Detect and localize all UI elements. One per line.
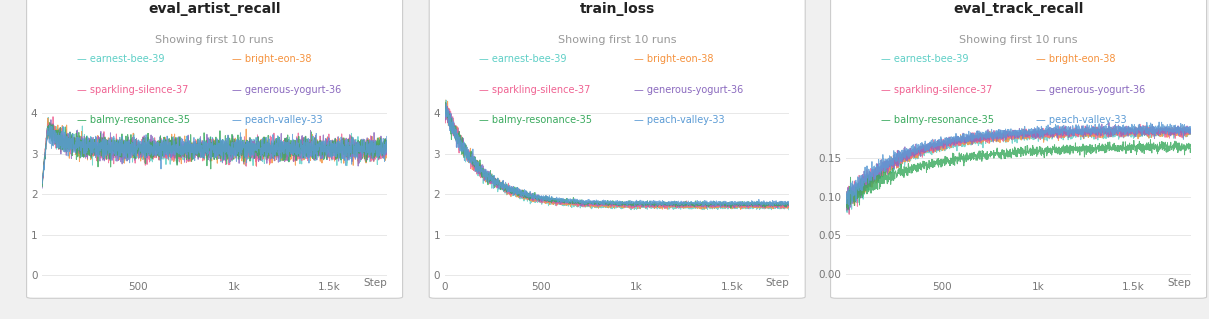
Text: — balmy-resonance-35: — balmy-resonance-35 — [77, 115, 190, 125]
Text: — bright-eon-38: — bright-eon-38 — [232, 54, 312, 64]
Text: — balmy-resonance-35: — balmy-resonance-35 — [479, 115, 592, 125]
Text: — bright-eon-38: — bright-eon-38 — [635, 54, 715, 64]
Text: eval_track_recall: eval_track_recall — [954, 2, 1083, 16]
Text: — earnest-bee-39: — earnest-bee-39 — [880, 54, 968, 64]
Text: Showing first 10 runs: Showing first 10 runs — [557, 35, 677, 45]
Text: Step: Step — [363, 278, 387, 287]
Text: Showing first 10 runs: Showing first 10 runs — [155, 35, 274, 45]
Text: — generous-yogurt-36: — generous-yogurt-36 — [635, 85, 744, 94]
Text: eval_artist_recall: eval_artist_recall — [149, 2, 280, 16]
Text: — earnest-bee-39: — earnest-bee-39 — [479, 54, 567, 64]
Text: — peach-valley-33: — peach-valley-33 — [1036, 115, 1127, 125]
Text: — balmy-resonance-35: — balmy-resonance-35 — [880, 115, 994, 125]
Text: Step: Step — [1167, 278, 1191, 287]
Text: Showing first 10 runs: Showing first 10 runs — [959, 35, 1078, 45]
Text: — sparkling-silence-37: — sparkling-silence-37 — [479, 85, 591, 94]
Text: — sparkling-silence-37: — sparkling-silence-37 — [77, 85, 189, 94]
Text: — sparkling-silence-37: — sparkling-silence-37 — [880, 85, 993, 94]
Text: — earnest-bee-39: — earnest-bee-39 — [77, 54, 164, 64]
Text: — peach-valley-33: — peach-valley-33 — [232, 115, 323, 125]
Text: — bright-eon-38: — bright-eon-38 — [1036, 54, 1116, 64]
Text: train_loss: train_loss — [579, 2, 655, 16]
Text: Step: Step — [765, 278, 789, 287]
Text: — generous-yogurt-36: — generous-yogurt-36 — [232, 85, 341, 94]
Text: — peach-valley-33: — peach-valley-33 — [635, 115, 725, 125]
Text: — generous-yogurt-36: — generous-yogurt-36 — [1036, 85, 1145, 94]
